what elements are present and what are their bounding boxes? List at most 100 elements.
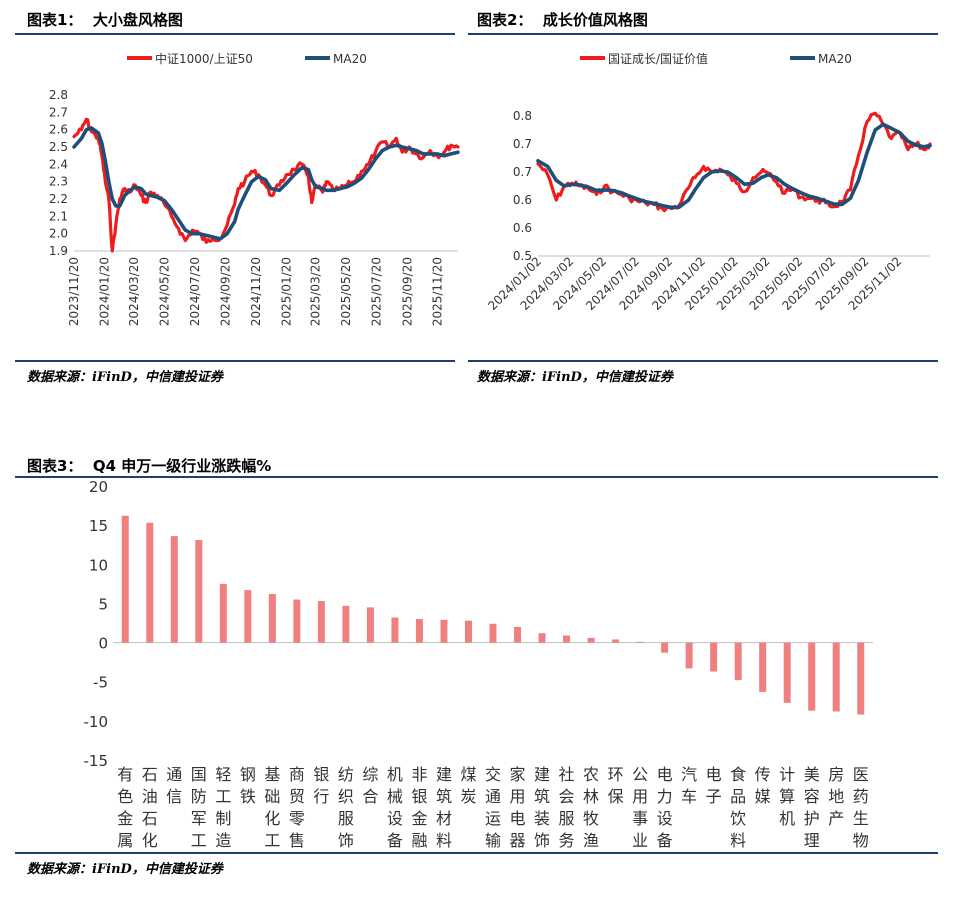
chart3-bar <box>170 536 178 643</box>
chart3-bar <box>783 642 791 703</box>
chart3-y-tick-label: -10 <box>84 713 109 731</box>
chart3-bar <box>366 607 374 643</box>
chart3-category-label: 环保 <box>608 765 624 806</box>
chart3-plot: 20 15 10 5 0 -5 -10 -15 有色金属石油石化通信国防军工轻工制造钢铁基础化工… <box>84 478 873 850</box>
chart1-y-tick-label: 2.8 <box>49 88 68 102</box>
chart1-x-tick-label: 2024/07/20 <box>188 257 202 326</box>
chart3-bar <box>710 642 718 672</box>
chart1-plot: 1.9 2.0 2.1 2.2 2.3 2.4 2.5 2.6 2.7 2.8 2023/11/20… <box>49 88 460 326</box>
chart3-category-label: 轻工制造 <box>215 765 231 850</box>
chart2-title: 图表2： 成长价值风格图 <box>477 11 648 29</box>
chart1-title: 图表1： 大小盘风格图 <box>27 11 183 29</box>
chart2-ma20-line <box>536 122 932 210</box>
chart3-y-tick-label: 20 <box>89 478 108 496</box>
chart1-x-tick-label: 2024/01/20 <box>97 257 111 326</box>
chart3-category-label: 通信 <box>166 765 182 806</box>
chart3-category-label: 商贸零售 <box>289 765 305 850</box>
chart3-bottom-rule <box>15 852 938 854</box>
chart3-bar <box>685 642 693 669</box>
chart3-category-label: 医药生物 <box>853 765 869 850</box>
chart3-y-tick-label: -5 <box>93 674 108 692</box>
chart3-bar <box>563 635 571 643</box>
chart3-category-label: 国防军工 <box>191 765 207 850</box>
chart3-bar <box>661 642 669 653</box>
chart1-y-tick-label: 2.2 <box>49 192 68 206</box>
chart3-bar <box>636 641 644 643</box>
chart3-y-tick-label: 10 <box>89 556 108 574</box>
chart3-bar <box>759 642 767 692</box>
chart3-bar <box>538 633 546 643</box>
chart1-y-tick-label: 1.9 <box>49 244 68 258</box>
chart1-y-tick-label: 2.4 <box>49 157 68 171</box>
chart3-category-label: 非银金融 <box>411 765 427 850</box>
chart1-x-tick-label: 2025/07/20 <box>369 257 383 326</box>
chart3-category-label: 建筑装饰 <box>534 765 550 850</box>
chart1-raw-line <box>72 117 460 253</box>
chart3-category-label: 钢铁 <box>240 765 256 806</box>
chart1-ma20-line <box>72 126 460 241</box>
chart2-raw-line <box>536 111 932 213</box>
chart3-category-label: 传媒 <box>755 765 771 806</box>
chart1-y-tick-label: 2.7 <box>49 105 68 119</box>
chart1-x-tick-label: 2025/03/20 <box>309 257 323 326</box>
chart3-title: 图表3： Q4 申万一级行业涨跌幅% <box>27 457 272 475</box>
chart3-y-tick-label: 15 <box>89 517 108 535</box>
chart2-legend-ma-label: MA20 <box>818 52 852 66</box>
chart3-bar <box>244 590 252 643</box>
chart3-category-label: 银行 <box>313 765 329 806</box>
chart1-x-tick-label: 2024/09/20 <box>219 257 233 326</box>
chart3-top-rule <box>15 476 938 478</box>
chart3-bar <box>195 540 203 643</box>
chart3-category-label: 机械设备 <box>387 765 403 850</box>
chart3-category-label: 电子 <box>706 765 722 806</box>
chart3-bar <box>121 515 129 643</box>
chart2-y-tick-label: 0.7 <box>513 165 532 179</box>
chart1-x-tick-label: 2024/11/20 <box>249 257 263 326</box>
chart1-y-tick-label: 2.0 <box>49 227 68 241</box>
chart1-x-tick-label: 2025/11/20 <box>431 257 445 326</box>
chart3-bar <box>612 639 620 643</box>
chart3-category-label: 煤炭 <box>460 765 476 806</box>
chart3-y-tick-label: -15 <box>84 752 109 770</box>
chart3-source: 数据来源：iFinD，中信建投证券 <box>27 862 223 877</box>
chart3-category-label: 有色金属 <box>117 765 133 850</box>
chart3-bar <box>317 601 325 643</box>
chart3-category-label: 石油石化 <box>142 765 158 850</box>
chart3-bar <box>440 619 448 643</box>
chart3-category-label: 汽车 <box>681 765 697 806</box>
chart3-bar <box>514 626 522 643</box>
chart2-legend-raw-label: 国证成长/国证价值 <box>608 51 708 66</box>
chart2-y-tick-label: 0.7 <box>513 137 532 151</box>
chart3-bar <box>219 583 227 643</box>
chart2-y-tick-label: 0.6 <box>513 221 532 235</box>
chart1-y-tick-label: 2.5 <box>49 140 68 154</box>
chart1-legend-ma-label: MA20 <box>333 52 367 66</box>
chart1-x-tick-label: 2025/09/20 <box>400 257 414 326</box>
chart1-bottom-rule <box>15 360 455 362</box>
chart2-legend: 国证成长/国证价值 MA20 <box>580 51 852 66</box>
chart1-source: 数据来源：iFinD，中信建投证券 <box>27 370 223 385</box>
chart2-plot: 0.50.60.60.70.70.82024/01/022024/03/0220… <box>485 109 932 313</box>
chart1-y-tick-label: 2.6 <box>49 123 68 137</box>
chart3-bar <box>268 594 276 643</box>
chart1-y-tick-label: 2.3 <box>49 175 68 189</box>
chart3-bar <box>464 620 472 643</box>
chart1-legend: 中证1000/上证50 MA20 <box>127 51 367 66</box>
chart3-y-tick-label: 5 <box>98 595 108 613</box>
chart3-category-label: 公用事业 <box>632 765 648 850</box>
chart3-category-label: 交通运输 <box>485 765 501 850</box>
chart3-category-label: 美容护理 <box>804 765 820 850</box>
chart2-top-rule <box>468 33 938 35</box>
chart2-source: 数据来源：iFinD，中信建投证券 <box>477 370 673 385</box>
chart3-bar <box>489 623 497 643</box>
chart3-bar <box>857 642 865 715</box>
chart3-bar <box>391 617 399 643</box>
chart3-y-tick-label: 0 <box>98 635 108 653</box>
chart1-x-tick-label: 2024/05/20 <box>158 257 172 326</box>
chart3-category-label: 综合 <box>362 765 378 806</box>
chart3-category-label: 建筑材料 <box>436 765 452 850</box>
chart3-bar <box>734 642 742 681</box>
chart1-x-tick-label: 2023/11/20 <box>67 257 81 326</box>
chart1-x-tick-label: 2025/05/20 <box>339 257 353 326</box>
chart1-legend-raw-label: 中证1000/上证50 <box>155 51 253 66</box>
